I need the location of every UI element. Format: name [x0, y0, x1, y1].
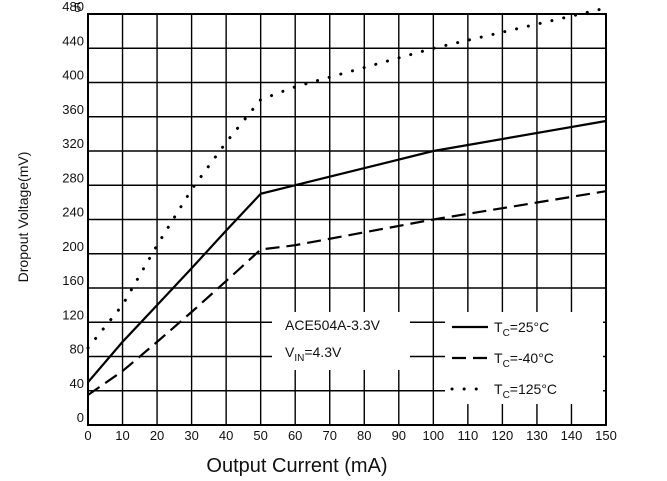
- device-label: ACE504A-3.3V: [285, 317, 381, 333]
- vin-prefix: V: [285, 344, 295, 360]
- legend-label: TC=-40°C: [494, 350, 554, 370]
- corner-mark: 5: [74, 0, 81, 15]
- y-tick-label: 440: [62, 33, 84, 48]
- x-tick-label: 20: [150, 428, 164, 443]
- x-tick-label: 110: [457, 428, 478, 443]
- y-tick-label: 200: [62, 239, 84, 254]
- series-line: [87, 190, 607, 396]
- y-axis-label: Dropout Voltage(mV): [15, 152, 31, 283]
- series-line: [87, 119, 607, 383]
- x-tick-label: 100: [422, 428, 444, 443]
- x-tick-label: 60: [288, 428, 302, 443]
- vin-suffix: =4.3V: [304, 344, 342, 360]
- y-tick-label: 480: [62, 0, 84, 14]
- x-tick-label: 50: [253, 428, 267, 443]
- x-tick-label: 30: [184, 428, 198, 443]
- x-tick-label: 80: [357, 428, 371, 443]
- y-tick-label: 360: [62, 102, 84, 117]
- y-tick-label: 280: [62, 170, 84, 185]
- y-tick-label: 80: [70, 342, 84, 357]
- x-tick-label: 90: [392, 428, 406, 443]
- x-axis-label: Output Current (mA): [206, 455, 387, 477]
- legend: TC=25°C TC=-40°C TC=125°C: [450, 319, 557, 401]
- y-tick-labels: 0 40 80 120 160 200 240 280 320 360 400 440 480: [62, 0, 84, 425]
- y-tick-label: 120: [62, 307, 84, 322]
- y-tick-label: 240: [62, 205, 84, 220]
- x-tick-labels: 0 10 20 30 40 50 60 70 80 90 100 110 120 130 140 150: [84, 428, 616, 443]
- x-tick-label: 140: [561, 428, 583, 443]
- legend-label: TC=25°C: [494, 319, 549, 339]
- annotation-box: [272, 312, 410, 370]
- series-lines: [86, 6, 608, 396]
- y-tick-label: 320: [62, 136, 84, 151]
- x-tick-label: 0: [84, 428, 91, 443]
- plot-frame: [87, 13, 607, 426]
- x-tick-label: 150: [595, 428, 617, 443]
- series-line: [86, 6, 608, 350]
- vin-label: VIN=4.3V: [285, 344, 342, 364]
- y-tick-label: 0: [77, 410, 84, 425]
- x-tick-label: 10: [115, 428, 129, 443]
- y-tick-label: 40: [70, 376, 84, 391]
- y-tick-label: 160: [62, 273, 84, 288]
- y-tick-label: 400: [62, 68, 84, 83]
- legend-label: TC=125°C: [494, 381, 557, 401]
- x-tick-label: 70: [322, 428, 336, 443]
- x-tick-label: 40: [219, 428, 233, 443]
- x-tick-label: 120: [492, 428, 514, 443]
- x-tick-label: 130: [526, 428, 548, 443]
- vin-sub: IN: [294, 353, 304, 364]
